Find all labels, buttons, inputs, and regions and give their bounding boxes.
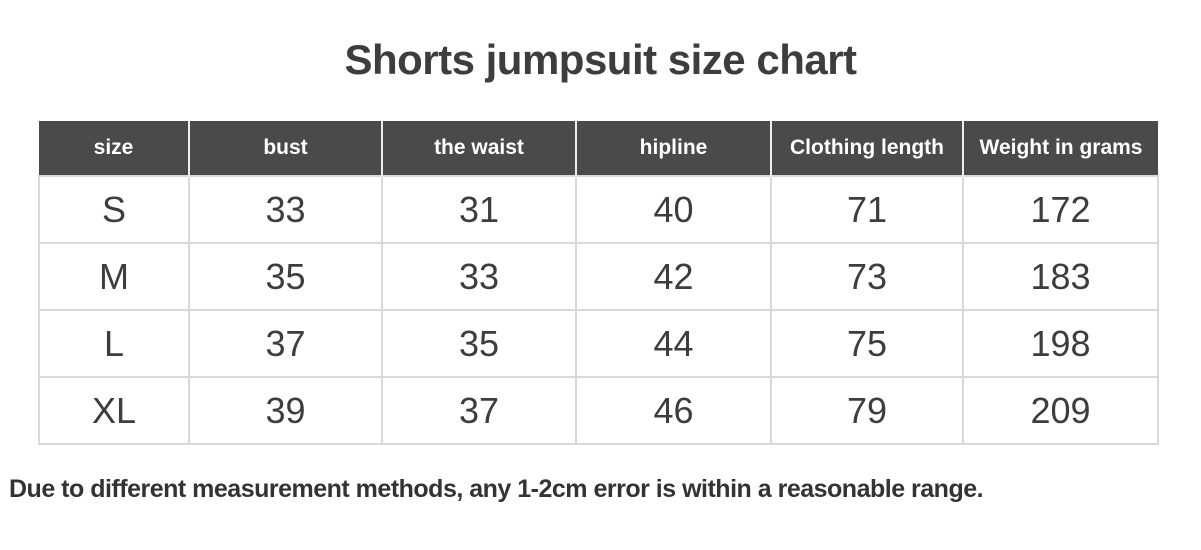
value-cell: 33 (381, 242, 577, 311)
value-cell: 46 (575, 376, 772, 445)
footnote: Due to different measurement methods, an… (9, 475, 984, 503)
value-cell: 209 (962, 376, 1159, 445)
page-title: Shorts jumpsuit size chart (344, 36, 857, 83)
column-header-weight-in-grams: Weight in grams (963, 121, 1158, 176)
value-cell: 33 (188, 175, 383, 244)
value-cell: 71 (770, 175, 964, 244)
table-row: L 37 35 44 75 198 (38, 309, 1159, 378)
table-row: XL 39 37 46 79 209 (38, 376, 1159, 445)
value-cell: 42 (575, 242, 772, 311)
value-cell: 39 (188, 376, 383, 445)
column-header-the-waist: the waist (382, 121, 577, 176)
value-cell: 35 (381, 309, 577, 378)
column-header-size: size (39, 121, 190, 176)
value-cell: 198 (962, 309, 1159, 378)
value-cell: 37 (188, 309, 383, 378)
header-row: size bust the waist hipline Clothing length W… (39, 121, 1158, 176)
table-header: size bust the waist hipline Clothing length W… (39, 121, 1158, 176)
table-row: M 35 33 42 73 183 (38, 242, 1159, 311)
table-row: S 33 31 40 71 172 (38, 175, 1159, 244)
value-cell: 73 (770, 242, 964, 311)
value-cell: 40 (575, 175, 772, 244)
column-header-clothing-length: Clothing length (771, 121, 964, 176)
value-cell: 31 (381, 175, 577, 244)
value-cell: 35 (188, 242, 383, 311)
value-cell: 183 (962, 242, 1159, 311)
value-cell: 172 (962, 175, 1159, 244)
value-cell: 37 (381, 376, 577, 445)
value-cell: 79 (770, 376, 964, 445)
size-label-cell: L (38, 309, 190, 378)
size-chart-table: size bust the waist hipline Clothing length W… (38, 121, 1159, 445)
column-header-hipline: hipline (576, 121, 772, 176)
size-label-cell: M (38, 242, 190, 311)
value-cell: 44 (575, 309, 772, 378)
table-body: S 33 31 40 71 172 M 35 33 42 73 183 L 37 35 44 75 198 XL 39… (38, 175, 1159, 445)
value-cell: 75 (770, 309, 964, 378)
size-label-cell: S (38, 175, 190, 244)
size-label-cell: XL (38, 376, 190, 445)
column-header-bust: bust (189, 121, 383, 176)
